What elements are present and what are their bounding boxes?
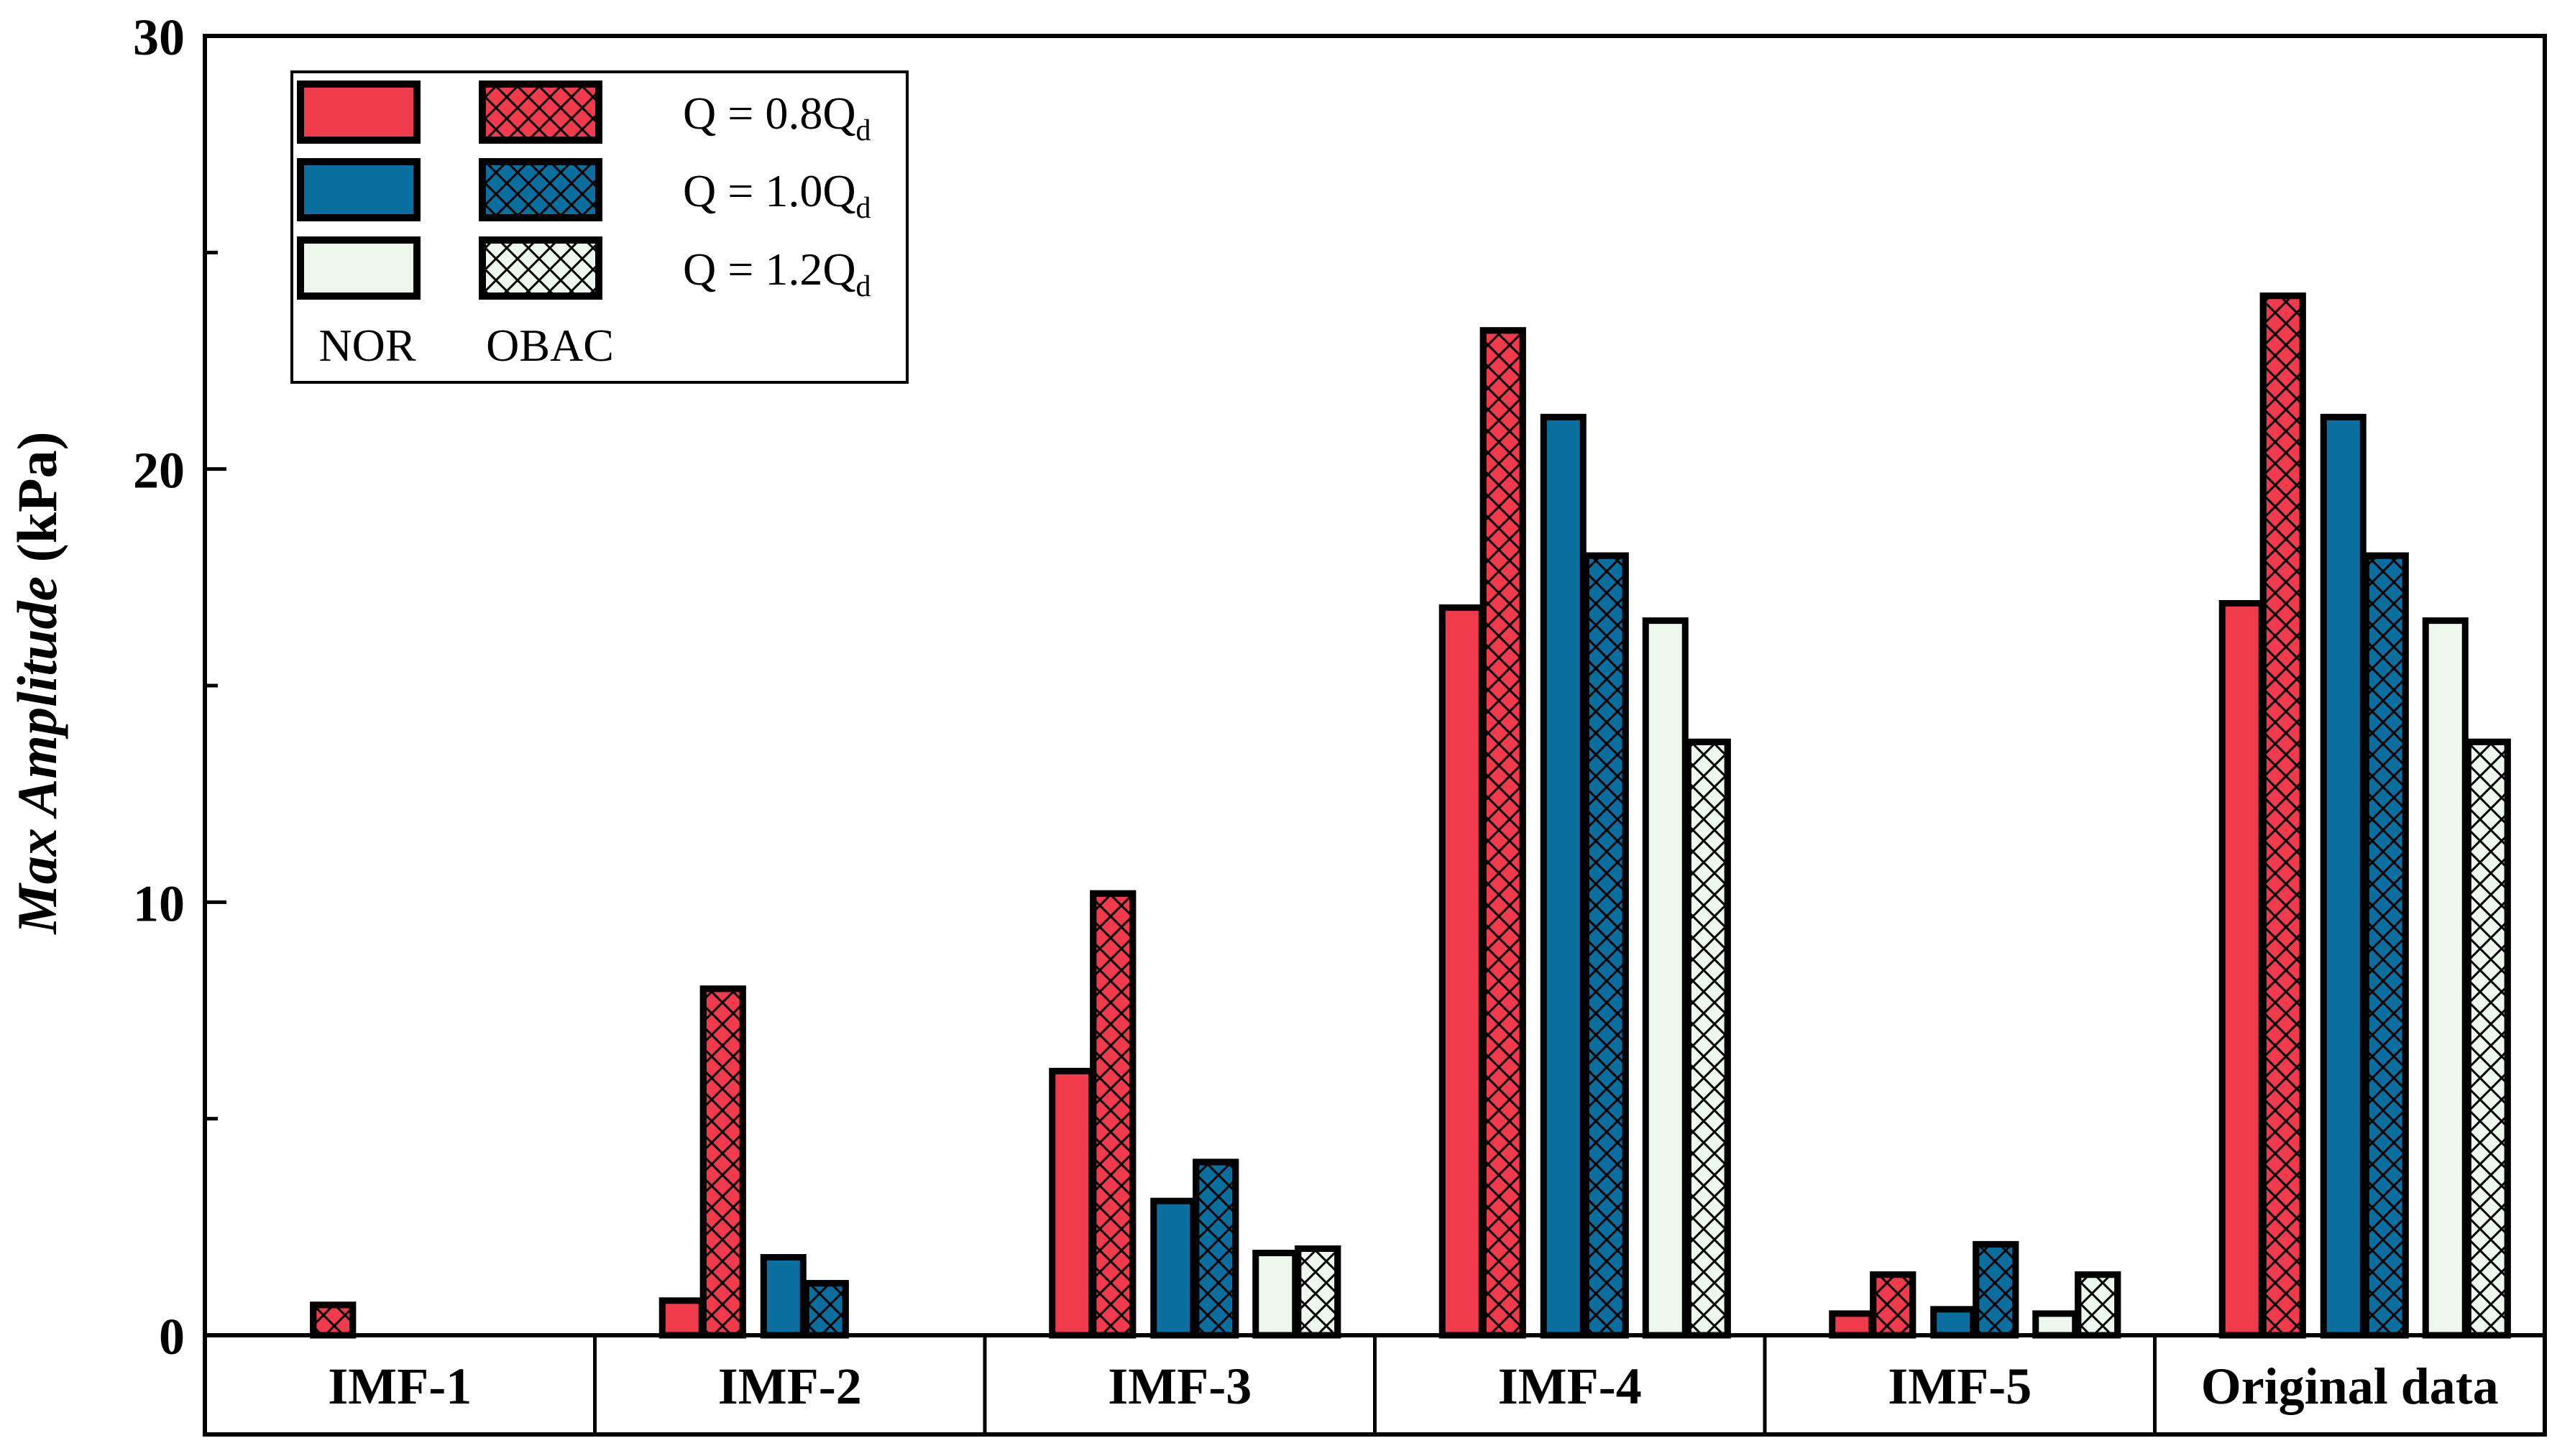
legend-swatch (297, 236, 421, 300)
bar-hatch (2075, 1271, 2121, 1339)
y-tick-label: 30 (133, 9, 185, 66)
bar (1049, 1067, 1096, 1339)
bar-fill (2320, 413, 2367, 1339)
bar (1930, 1306, 1977, 1339)
y-axis-ticks: 0 10 20 30 (133, 9, 226, 1365)
bar (1973, 1240, 2019, 1339)
bar-hatch (1193, 1158, 1239, 1339)
bar-fill (2032, 1310, 2079, 1339)
bar (2362, 552, 2409, 1339)
bar (1193, 1158, 1239, 1339)
bar (2259, 292, 2306, 1339)
bar-fill (658, 1297, 705, 1339)
y-axis-label-italic: Max Amplitude (6, 576, 68, 936)
y-tick-label: 0 (159, 1308, 185, 1365)
x-category-label: IMF-5 (1888, 1358, 2032, 1415)
y-tick-label: 10 (133, 875, 185, 932)
bar-fill (1642, 617, 1689, 1339)
bar-hatch (1973, 1240, 2019, 1339)
bar-hatch (1295, 1245, 1341, 1339)
x-category-label: IMF-1 (328, 1358, 472, 1415)
x-category-label: IMF-4 (1498, 1358, 1642, 1415)
bar-hatch (1090, 890, 1137, 1339)
bar-fill (1438, 604, 1485, 1339)
bar-fill (2218, 599, 2265, 1339)
bar-hatch (1870, 1271, 1916, 1339)
bar (802, 1280, 849, 1339)
bar-hatch (699, 985, 746, 1339)
bar-fill (1829, 1310, 1876, 1339)
legend-column-label-nor: NOR (318, 320, 416, 371)
bar (2464, 738, 2511, 1339)
bar-hatch (310, 1301, 357, 1339)
bar (2320, 413, 2367, 1339)
bar (1684, 738, 1731, 1339)
bar-hatch (2259, 292, 2306, 1339)
bar-fill (1150, 1197, 1197, 1339)
legend: Q = 0.8Qd Q = 1.0Qd Q = 1.2Qd NOR OBAC (290, 70, 909, 384)
bar (1540, 413, 1587, 1339)
bar (699, 985, 746, 1339)
bar (2032, 1310, 2079, 1339)
bar (1438, 604, 1485, 1339)
bar-fill (760, 1254, 807, 1339)
legend-swatch (297, 158, 421, 221)
bar (2422, 617, 2469, 1339)
bar-fill (1049, 1067, 1096, 1339)
x-axis-categories: IMF-1 IMF-2 IMF-3 IMF-4 IMF-5 Original data (328, 1335, 2499, 1434)
bar-hatch (1582, 552, 1629, 1339)
bar (1642, 617, 1689, 1339)
legend-swatch-hatch (479, 80, 602, 144)
bar-hatch (1479, 327, 1526, 1339)
bar-fill (1252, 1249, 1299, 1339)
legend-items: Q = 0.8Qd Q = 1.0Qd Q = 1.2Qd (297, 80, 871, 303)
bar (760, 1254, 807, 1339)
bar-hatch (2362, 552, 2409, 1339)
bar (1829, 1310, 1876, 1339)
bar (1252, 1249, 1299, 1339)
legend-swatch (297, 80, 421, 144)
x-category-label: IMF-2 (718, 1358, 862, 1415)
legend-swatch-hatch (479, 236, 602, 300)
bar (1295, 1245, 1341, 1339)
y-axis-label: Max Amplitude (kPa) (6, 431, 68, 935)
bar (2075, 1271, 2121, 1339)
x-category-label: IMF-3 (1108, 1358, 1252, 1415)
bar (658, 1297, 705, 1339)
bar-hatch (802, 1280, 849, 1339)
y-tick-label: 20 (133, 442, 185, 499)
legend-label: Q = 1.2Qd (683, 244, 871, 303)
bar-fill (1930, 1306, 1977, 1339)
bar (1582, 552, 1629, 1339)
bar (310, 1301, 357, 1339)
bar (1150, 1197, 1197, 1339)
legend-label: Q = 1.0Qd (683, 165, 871, 225)
legend-label: Q = 0.8Qd (683, 88, 871, 147)
bar-fill (1540, 413, 1587, 1339)
y-axis-label-unit: (kPa) (6, 431, 68, 576)
x-category-label: Original data (2201, 1358, 2499, 1415)
bar (1870, 1271, 1916, 1339)
bar-hatch (1684, 738, 1731, 1339)
bars-layer (310, 292, 2511, 1339)
legend-swatch-hatch (479, 158, 602, 221)
legend-column-label-obac: OBAC (486, 320, 614, 371)
bar (1479, 327, 1526, 1339)
bar-hatch (2464, 738, 2511, 1339)
bar (2218, 599, 2265, 1339)
bar-fill (2422, 617, 2469, 1339)
bar (1090, 890, 1137, 1339)
